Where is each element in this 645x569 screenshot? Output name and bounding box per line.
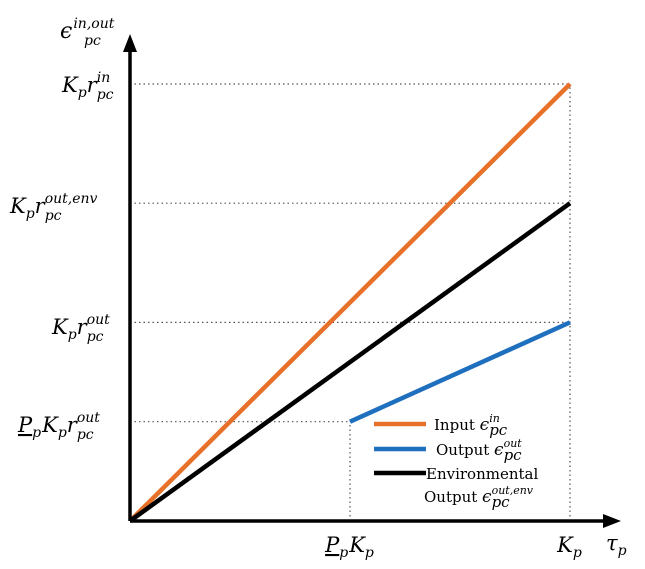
legend-sub-1: pc (504, 446, 523, 464)
y-tick-label-1: Kprout (51, 312, 110, 343)
y-tick-label-0: PpKprout (17, 410, 100, 441)
x-axis-arrowhead (603, 514, 621, 528)
x-tick-label-1: Kp (556, 533, 582, 561)
reference-guides (130, 83, 571, 521)
legend-label-2: Environmental (426, 465, 538, 483)
legend-sub-2: pc (492, 493, 511, 511)
series-line-0 (128, 82, 572, 523)
y-tick-label-sub-1: pc (87, 329, 104, 345)
series-line-2 (128, 201, 572, 523)
y-axis-label: ϵin,out (60, 16, 115, 44)
legend-label-1: Output ϵout (436, 437, 522, 460)
y-tick-label-3: Kprin (61, 70, 110, 101)
y-axis-label-sub: pc (84, 33, 101, 49)
y-tick-label-sub-2: pc (45, 208, 62, 224)
y-tick-label-sub-0: pc (77, 427, 94, 443)
x-axis-label: τp (606, 531, 627, 559)
x-tick-label-0: PpKp (324, 533, 374, 561)
y-axis-arrowhead (123, 34, 137, 52)
y-tick-label-2: Kprout,env (9, 191, 98, 222)
y-tick-label-sub-3: pc (97, 87, 114, 103)
series-layer (128, 82, 572, 523)
tick-labels: ϵin,outpcτpPpKproutpcKproutpcKprout,envp… (9, 16, 627, 561)
legend-label-2-line2: Output ϵout,env (424, 484, 534, 507)
legend-label-0: Input ϵin (434, 412, 500, 435)
axes (123, 34, 621, 528)
legend-sub-0: pc (489, 421, 508, 439)
series-line-1 (349, 320, 571, 424)
